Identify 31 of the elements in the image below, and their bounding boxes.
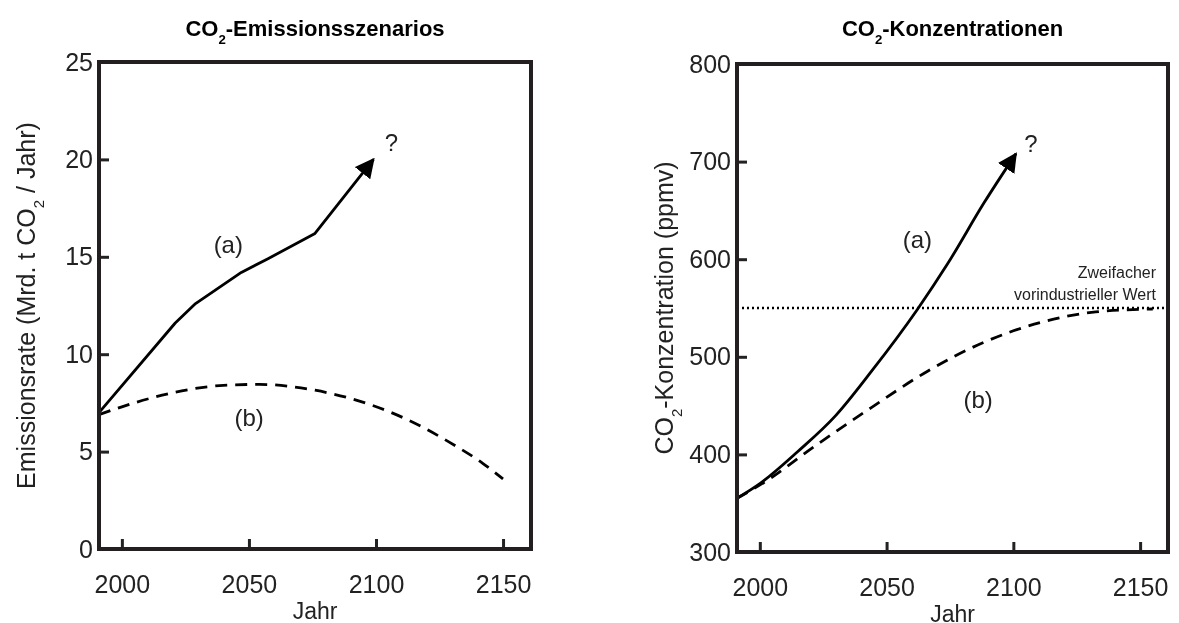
y-tick-label: 600 xyxy=(689,244,731,273)
x-tick-label: 2050 xyxy=(859,573,915,601)
y-tick-label: 500 xyxy=(689,342,731,371)
x-axis-title: Jahr xyxy=(292,598,338,623)
x-axis-title: Jahr xyxy=(930,601,976,623)
y-tick-label: 15 xyxy=(65,242,93,271)
chart-title: CO$_{2}$-Konzentrationen xyxy=(841,16,1064,47)
series-label: (a) xyxy=(213,231,243,259)
x-tick-label: 2150 xyxy=(1112,573,1169,601)
y-tick-label: 5 xyxy=(79,437,93,466)
y-tick-label: 10 xyxy=(65,339,93,368)
y-tick-label: 0 xyxy=(79,534,93,563)
series-label: (b) xyxy=(963,386,993,414)
ref-line-label: Zweifacher vorindustrieller Wert xyxy=(1014,264,1157,303)
y-tick-label: 400 xyxy=(689,439,731,468)
y-tick-label: 25 xyxy=(65,47,93,76)
y-tick-label: 300 xyxy=(689,537,731,566)
annotation: ? xyxy=(1024,130,1038,158)
y-tick-label: 700 xyxy=(689,147,731,176)
x-tick-label: 2100 xyxy=(986,573,1042,601)
x-tick-label: 2050 xyxy=(221,570,278,598)
x-tick-label: 2000 xyxy=(732,573,789,601)
y-tick-label: 20 xyxy=(65,144,93,173)
x-tick-label: 2000 xyxy=(94,570,151,598)
x-tick-label: 2100 xyxy=(348,570,405,598)
series-label: (a) xyxy=(902,226,933,254)
annotation: ? xyxy=(384,129,399,157)
series-label: (b) xyxy=(234,404,264,432)
chart-title: CO$_{2}$-Emissionsszenarios xyxy=(185,16,445,47)
y-tick-label: 800 xyxy=(689,49,731,78)
x-tick-label: 2150 xyxy=(475,570,532,598)
